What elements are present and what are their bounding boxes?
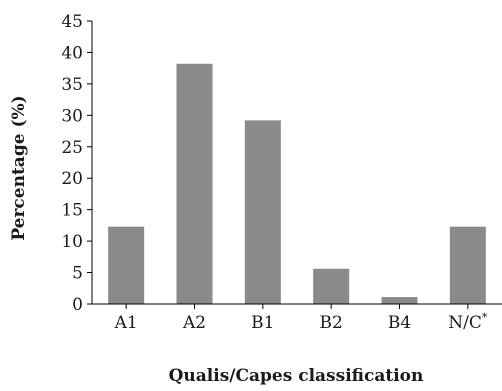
x-tick-label: B2: [320, 313, 343, 333]
x-axis: A1 A2 B1 B2 B4 N/C*: [92, 303, 502, 333]
x-tick-label: N/C*: [448, 311, 488, 333]
x-tick-label: A2: [182, 313, 206, 333]
x-axis-title: Qualis/Capes classification: [169, 366, 424, 386]
y-axis-title: Percentage (%): [9, 95, 29, 240]
x-tick-label: A1: [114, 313, 138, 333]
bar-b2: [313, 268, 350, 304]
y-tick-label: 25: [61, 138, 83, 158]
y-tick-label: 5: [72, 264, 83, 284]
y-tick-label: 15: [61, 201, 83, 221]
y-tick-label: 45: [61, 12, 83, 32]
bar-nc: [449, 226, 486, 304]
y-tick-label: 35: [61, 75, 83, 95]
y-tick-label: 10: [61, 232, 83, 252]
bars: [108, 63, 486, 304]
y-tick-label: 0: [72, 295, 83, 315]
x-tick-label: B1: [251, 313, 274, 333]
x-tick-label: B4: [388, 313, 411, 333]
y-tick-label: 40: [61, 43, 83, 63]
bar-a2: [176, 63, 213, 304]
y-tick-label: 20: [61, 169, 83, 189]
y-axis: 0 5 10 15 20 25 30 35 40 45: [61, 12, 93, 315]
y-tick-label: 30: [61, 106, 83, 126]
bar-a1: [108, 226, 145, 304]
bar-b1: [244, 120, 281, 304]
bar-b4: [381, 297, 418, 304]
